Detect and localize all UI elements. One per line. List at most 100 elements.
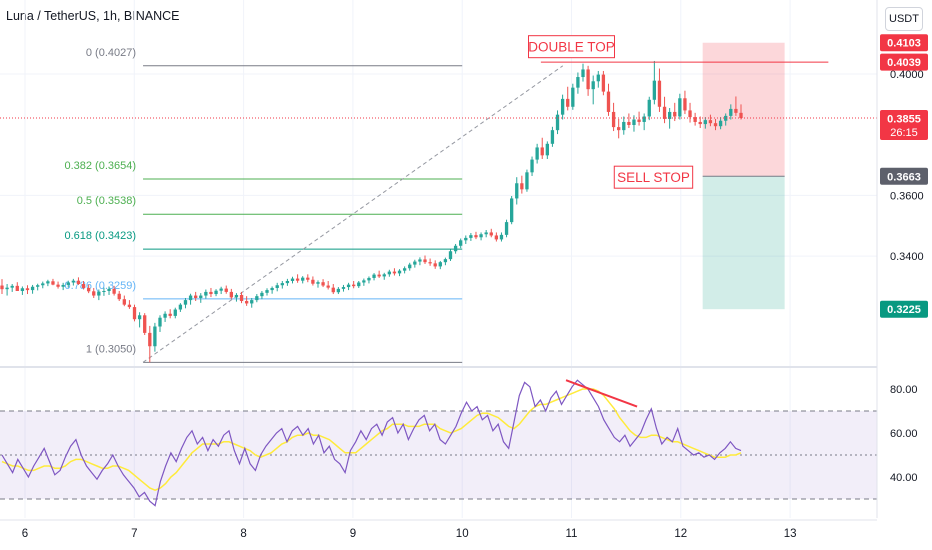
candle-up — [107, 288, 111, 292]
time-tick-label: 8 — [240, 528, 246, 540]
candle-up — [443, 259, 448, 263]
price-label: 0.4103 — [880, 34, 928, 52]
candle-up — [571, 87, 575, 107]
candle-up — [504, 222, 509, 235]
price-label: 0.4039 — [880, 53, 928, 71]
candle-up — [234, 294, 239, 298]
divergence-line[interactable] — [565, 379, 638, 408]
candle-up — [158, 317, 162, 327]
candle-down — [81, 284, 86, 288]
annotation-callout[interactable]: SELL STOP — [613, 165, 694, 189]
candle-up — [678, 98, 682, 117]
candle-up — [515, 183, 519, 199]
candle-up — [214, 290, 218, 295]
candle-up — [499, 234, 504, 240]
candle-down — [15, 285, 19, 292]
price-label-bg — [880, 34, 928, 52]
candle-up — [438, 262, 442, 267]
price-label-bg — [880, 300, 928, 318]
candle-down — [637, 119, 641, 122]
candle-down — [494, 235, 499, 240]
candle-up — [270, 287, 274, 291]
candle-down — [713, 123, 718, 127]
candle-up — [418, 259, 422, 262]
candle-up — [290, 278, 295, 281]
candle-down — [132, 307, 137, 320]
fib-level-label: 0 (0.4027) — [86, 47, 136, 59]
annotation-callout[interactable]: DOUBLE TOP — [528, 35, 615, 59]
candle-up — [102, 291, 106, 293]
candle-up — [576, 77, 580, 88]
rsi-tick-label: 60.00 — [890, 428, 918, 440]
fib-retracement[interactable]: 0 (0.4027) 0.382 (0.3654) 0.5 (0.3538) 0.61… — [64, 47, 564, 363]
annotation-box[interactable] — [528, 35, 615, 59]
candlestick-series — [0, 60, 743, 363]
candle-up — [652, 80, 657, 100]
annotation-text: DOUBLE TOP — [528, 40, 615, 55]
candle-up — [387, 271, 391, 275]
fib-level-label: 0.5 (0.3538) — [77, 195, 136, 207]
candle-up — [46, 281, 50, 284]
time-tick-label: 12 — [674, 528, 687, 540]
price-label-countdown: 26:15 — [890, 127, 918, 139]
price-label-bg — [880, 53, 928, 71]
candle-up — [525, 172, 529, 190]
position-stop-zone[interactable] — [702, 42, 785, 177]
candle-up — [642, 116, 646, 122]
candle-up — [20, 288, 25, 292]
candle-up — [336, 288, 341, 293]
candle-down — [168, 313, 172, 316]
fib-level-label: 0.382 (0.3654) — [64, 160, 136, 172]
candle-up — [448, 251, 453, 260]
candle-down — [489, 232, 493, 236]
candle-down — [392, 271, 397, 274]
candle-up — [265, 290, 269, 293]
annotation-box[interactable] — [613, 165, 694, 189]
candle-up — [469, 235, 473, 238]
candle-down — [92, 291, 96, 296]
currency-button[interactable]: USDT — [885, 7, 923, 31]
fib-trend-line[interactable] — [142, 65, 564, 363]
price-label: 0.3225 — [880, 300, 928, 318]
candle-down — [698, 121, 702, 125]
candle-down — [657, 80, 662, 107]
candle-down — [143, 315, 147, 333]
price-label-bg — [880, 110, 928, 141]
candle-down — [239, 294, 244, 302]
candle-down — [86, 287, 91, 292]
candle-up — [530, 159, 534, 173]
candle-up — [280, 283, 284, 286]
candle-down — [311, 279, 315, 284]
candle-up — [402, 268, 407, 271]
candle-down — [224, 288, 228, 292]
candle-up — [479, 234, 483, 238]
candle-down — [688, 110, 692, 118]
time-tick-label: 10 — [456, 528, 469, 540]
candle-up — [275, 285, 279, 288]
candle-down — [601, 74, 606, 92]
candle-up — [346, 284, 351, 288]
candle-up — [408, 264, 412, 269]
candle-up — [316, 282, 320, 284]
candle-up — [178, 304, 183, 310]
candle-up — [459, 240, 463, 246]
candle-up — [163, 313, 167, 318]
position-target-zone[interactable] — [702, 176, 785, 310]
annotations[interactable]: DOUBLE TOP SELL STOP — [0, 35, 877, 189]
candle-down — [617, 127, 621, 131]
candle-down — [739, 112, 743, 119]
price-axis-bg — [877, 0, 932, 550]
candle-up — [550, 130, 555, 144]
candle-up — [199, 295, 203, 298]
time-tick-label: 6 — [22, 528, 28, 540]
short-position-tool[interactable] — [702, 42, 785, 310]
candle-up — [372, 274, 376, 278]
candle-down — [0, 285, 4, 290]
candle-down — [209, 291, 213, 295]
rsi-ma-line — [1, 388, 742, 492]
candle-up — [362, 280, 366, 283]
